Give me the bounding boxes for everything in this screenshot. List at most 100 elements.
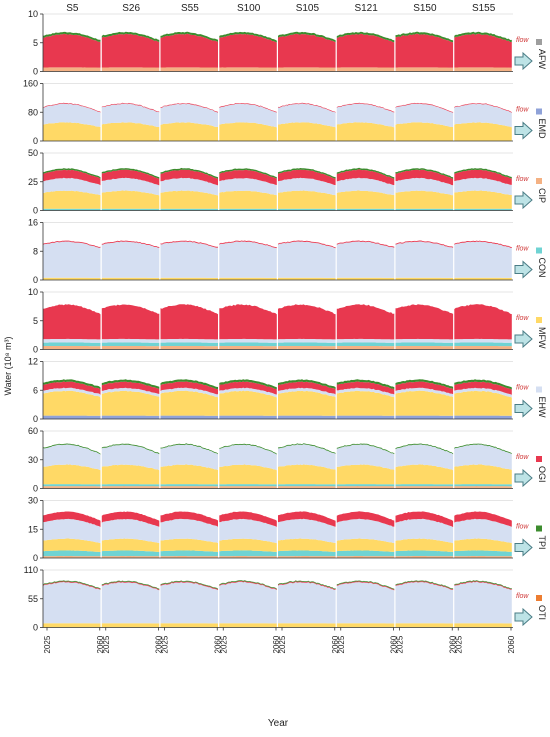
area-cip-tpi-s26 <box>101 168 160 179</box>
flow-arrow-icon <box>514 329 533 349</box>
area-tpi-ogi-s26 <box>101 511 160 527</box>
area-tpi-con-s55 <box>160 550 218 557</box>
area-con-ehw-s100 <box>219 241 277 278</box>
area-mfw-cip-s105 <box>278 346 336 350</box>
area-tpi-con-s26 <box>101 550 160 557</box>
x-tick-label: 2060 <box>448 635 457 653</box>
area-ehw-ogi-s105 <box>278 381 336 395</box>
area-mfw-ogi-s121 <box>336 304 395 340</box>
area-mfw-cip-s5 <box>43 346 101 350</box>
area-ogi-mfw-s155 <box>454 464 512 485</box>
area-ehw-tpi-s55 <box>160 379 218 390</box>
area-ehw-ehw-s155 <box>454 387 512 398</box>
area-cip-con-s100 <box>219 208 277 211</box>
area-ehw-emd-s5 <box>43 415 101 419</box>
area-oti-ogi-s26 <box>101 581 160 591</box>
area-cip-ogi-s26 <box>101 169 160 186</box>
area-emd-ehw-s5 <box>43 103 101 127</box>
category-label-cip: CIP <box>537 188 547 203</box>
area-cip-con-s26 <box>101 208 160 211</box>
y-tick-label: 10 <box>28 287 38 297</box>
area-tpi-mfw-s150 <box>395 538 454 552</box>
area-mfw-con-s5 <box>43 342 101 347</box>
area-ogi-con-s150 <box>395 484 454 487</box>
area-oti-tpi-s26 <box>101 580 160 590</box>
area-mfw-ehw-s26 <box>101 338 160 343</box>
area-afw-tpi-s5 <box>43 31 101 42</box>
area-ogi-ehw-s105 <box>278 444 336 470</box>
area-tpi-cip-s55 <box>160 556 218 558</box>
area-ehw-emd-s55 <box>160 415 218 419</box>
area-mfw-con-s155 <box>454 342 512 347</box>
area-cip-con-s5 <box>43 208 101 211</box>
area-tpi-mfw-s55 <box>160 538 218 552</box>
area-cip-ogi-s150 <box>395 169 454 186</box>
x-tick-label: 2060 <box>390 635 399 653</box>
area-ogi-cip-s155 <box>454 486 512 489</box>
x-axis-title: Year <box>268 718 289 729</box>
area-cip-con-s55 <box>160 208 218 211</box>
area-emd-ehw-s155 <box>454 103 512 128</box>
area-afw-ogi-s150 <box>395 33 454 68</box>
area-oti-ehw-s155 <box>454 581 512 624</box>
area-mfw-cip-s26 <box>101 346 160 350</box>
area-ehw-emd-s26 <box>101 415 160 419</box>
area-ehw-tpi-s105 <box>278 379 336 390</box>
area-tpi-cip-s155 <box>454 556 512 558</box>
x-tick-label: 2025 <box>396 635 405 653</box>
area-con-mfw-s55 <box>160 277 218 280</box>
area-ehw-mfw-s5 <box>43 390 101 416</box>
area-afw-cip-s5 <box>43 67 101 72</box>
area-tpi-mfw-s155 <box>454 538 512 552</box>
area-afw-ogi-s105 <box>278 33 336 68</box>
area-emd-ogi-s155 <box>454 103 512 113</box>
panel-oti: 0 55 110 flow OTI <box>24 565 547 633</box>
area-ogi-con-s155 <box>454 484 512 487</box>
area-con-ehw-s26 <box>101 241 160 278</box>
area-cip-ehw-s100 <box>219 178 277 196</box>
area-ogi-cip-s55 <box>160 486 218 489</box>
area-mfw-ogi-s155 <box>454 304 512 340</box>
area-ogi-mfw-s121 <box>336 464 395 485</box>
area-ehw-mfw-s105 <box>278 390 336 416</box>
area-tpi-ehw-s105 <box>278 518 336 543</box>
area-cip-mfw-s26 <box>101 190 160 209</box>
area-tpi-ehw-s26 <box>101 519 160 543</box>
area-con-mfw-s26 <box>101 277 160 280</box>
area-ehw-ehw-s121 <box>336 387 395 398</box>
y-tick-label: 55 <box>28 594 38 604</box>
area-tpi-cip-s105 <box>278 556 336 558</box>
area-ogi-ehw-s121 <box>336 444 395 470</box>
area-con-ehw-s121 <box>336 241 395 278</box>
y-tick-label: 6 <box>33 385 38 395</box>
area-cip-mfw-s5 <box>43 190 101 209</box>
area-ogi-cip-s26 <box>101 486 160 489</box>
area-afw-ogi-s121 <box>336 33 395 68</box>
area-ehw-mfw-s155 <box>454 390 512 416</box>
area-tpi-ehw-s121 <box>336 518 395 544</box>
area-ogi-cip-s150 <box>395 486 454 489</box>
area-con-ogi-s105 <box>278 240 336 249</box>
area-con-mfw-s100 <box>219 277 277 280</box>
area-cip-tpi-s100 <box>219 168 277 179</box>
area-afw-cip-s150 <box>395 67 454 72</box>
area-cip-ogi-s5 <box>43 169 101 186</box>
area-emd-ehw-s26 <box>101 103 160 127</box>
flow-label: flow <box>516 37 529 44</box>
y-tick-label: 5 <box>33 316 38 326</box>
category-label-oti: OTI <box>537 605 547 620</box>
area-cip-ehw-s105 <box>278 177 336 196</box>
area-con-ehw-s55 <box>160 241 218 278</box>
flow-label: flow <box>516 524 529 531</box>
x-tick-label: 2025 <box>161 635 170 653</box>
area-oti-mfw-s55 <box>160 623 218 628</box>
area-tpi-con-s5 <box>43 550 101 557</box>
area-ehw-ehw-s26 <box>101 387 160 397</box>
panel-ogi: 0 30 60 flow OGI <box>28 426 547 494</box>
area-ogi-ehw-s100 <box>219 444 277 471</box>
area-mfw-cip-s55 <box>160 346 218 350</box>
area-ehw-ogi-s100 <box>219 381 277 395</box>
legend-swatch-tpi <box>536 525 542 532</box>
area-ehw-emd-s105 <box>278 415 336 419</box>
legend-swatch-afw <box>536 39 542 45</box>
